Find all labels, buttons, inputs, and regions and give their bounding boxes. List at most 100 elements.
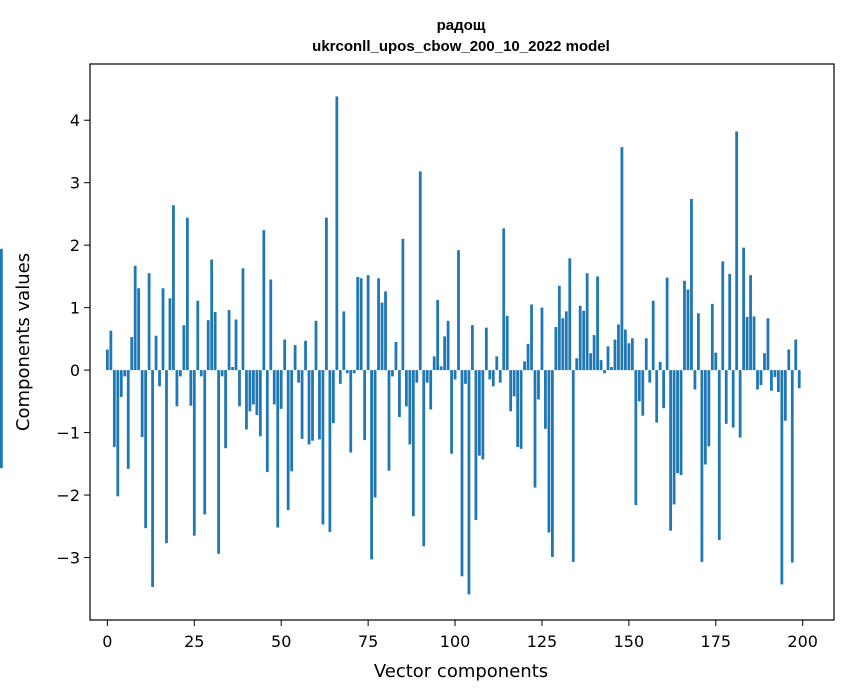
bar-154 (641, 370, 645, 416)
bar-66 (335, 96, 339, 371)
bar-195 (783, 370, 787, 421)
bar-145 (610, 366, 613, 371)
bar-141 (596, 276, 599, 371)
bar-81 (387, 370, 391, 471)
x-tick-label: 50 (271, 632, 291, 651)
bar-120 (523, 361, 526, 371)
bar-109 (484, 327, 488, 371)
bar-199 (797, 370, 801, 389)
bar-122 (530, 304, 533, 371)
bar-110 (488, 370, 492, 380)
bar-156 (648, 370, 652, 383)
bar-70 (349, 370, 353, 453)
bar-140 (592, 335, 596, 371)
bar-148 (620, 147, 624, 371)
bar-39 (241, 268, 245, 371)
bars-group (0, 96, 801, 595)
bar-125 (540, 307, 544, 371)
bar-170 (697, 313, 700, 371)
bar-34 (224, 370, 227, 449)
x-tick-label: 125 (527, 632, 558, 651)
bar-113 (498, 370, 502, 383)
bar-114 (502, 228, 506, 371)
bar-43 (255, 370, 259, 416)
bar-25 (192, 370, 196, 536)
bar-189 (763, 353, 766, 371)
y-tick-label: −1 (56, 424, 80, 443)
bar-162 (669, 370, 672, 531)
bar-33 (220, 370, 224, 377)
y-tick-label: 4 (70, 111, 80, 130)
bar-95 (436, 300, 440, 371)
bar-135 (575, 358, 579, 371)
bar-105 (471, 325, 474, 371)
bar-138 (585, 273, 589, 371)
bar-190 (766, 318, 770, 371)
bar-68 (342, 311, 346, 371)
bar-100 (453, 370, 457, 380)
bar-88 (411, 370, 415, 517)
bar-71 (352, 370, 356, 374)
chart-title: радощ (437, 17, 486, 34)
bar-168 (690, 198, 693, 371)
bar-142 (599, 360, 603, 371)
bar-159 (658, 361, 662, 371)
bar-87 (408, 370, 412, 445)
bar-181 (735, 131, 739, 371)
bar-7 (130, 337, 134, 371)
bar-151 (630, 338, 634, 371)
bar-177 (721, 261, 725, 371)
bar-187 (756, 370, 759, 390)
bar-171 (700, 370, 704, 562)
bar-133 (568, 258, 572, 371)
bar-62 (321, 370, 325, 525)
bar-131 (561, 318, 565, 371)
bar-118 (516, 370, 520, 447)
bar-127 (547, 370, 551, 533)
bar-104 (467, 370, 471, 595)
x-tick-label: 0 (102, 632, 112, 651)
bar-64 (328, 370, 332, 532)
bar-112 (495, 356, 499, 371)
bar-98 (446, 320, 450, 371)
bar-149 (624, 329, 627, 371)
bar-24 (189, 370, 193, 406)
bar-182 (738, 370, 742, 438)
bar-90 (418, 171, 422, 371)
bar-67 (338, 370, 342, 384)
bar-6 (126, 370, 130, 469)
bar-129 (554, 327, 558, 371)
bar-11 (144, 370, 148, 529)
bar-0 (105, 349, 109, 371)
bar-22 (182, 325, 186, 371)
plot-frame (89, 63, 835, 621)
bar-40 (245, 370, 248, 430)
bar-17 (165, 370, 168, 544)
bar-19 (172, 205, 175, 371)
bar-56 (300, 370, 304, 439)
y-tick-label: −3 (56, 549, 80, 568)
bar-188 (759, 370, 763, 386)
bar-117 (512, 370, 516, 397)
bar-73 (359, 278, 363, 371)
bar-52 (286, 370, 290, 511)
y-axis-ticks: −3 −2 −1 0 1 2 3 4 (56, 111, 90, 568)
bar-143 (603, 370, 606, 374)
bar-165 (679, 370, 683, 476)
bar-76 (370, 370, 373, 560)
bar-160 (662, 370, 666, 409)
y-tick-label: 1 (70, 299, 80, 318)
bar-79 (380, 302, 384, 371)
bar-57 (304, 340, 307, 371)
bar-132 (564, 311, 568, 371)
bar-152 (634, 370, 638, 506)
bar-13 (151, 370, 154, 587)
bar-48 (272, 370, 276, 405)
bar-94 (432, 356, 436, 371)
bar-42 (252, 370, 255, 405)
bar-undefined (0, 248, 3, 371)
bar-150 (627, 343, 631, 371)
bar-45 (262, 230, 266, 371)
bar-128 (551, 370, 554, 557)
bar-130 (557, 285, 561, 371)
